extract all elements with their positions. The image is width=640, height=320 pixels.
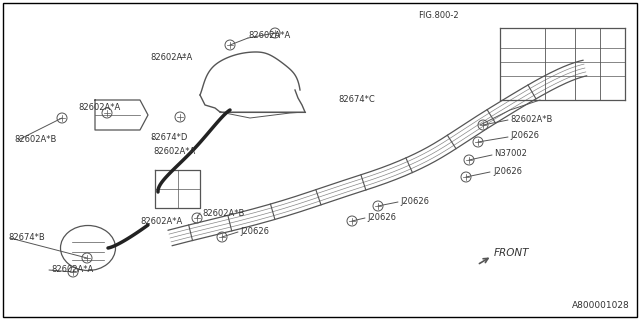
Text: J20626: J20626 (240, 228, 269, 236)
Text: 82602A*B: 82602A*B (14, 135, 56, 145)
Text: 82674*C: 82674*C (338, 95, 375, 105)
Text: 82602A*A: 82602A*A (140, 218, 182, 227)
Text: 82602A*A: 82602A*A (78, 102, 120, 111)
Text: 82602A*A: 82602A*A (51, 266, 93, 275)
Text: 82674*B: 82674*B (8, 234, 45, 243)
Text: 82602A*B: 82602A*B (202, 209, 244, 218)
Text: 82602A*B: 82602A*B (510, 115, 552, 124)
Text: 82602A*A: 82602A*A (153, 148, 195, 156)
Text: FIG.800-2: FIG.800-2 (418, 12, 459, 20)
Text: J20626: J20626 (493, 166, 522, 175)
Text: 82602A*A: 82602A*A (248, 31, 291, 41)
Text: FRONT: FRONT (494, 248, 529, 258)
Text: 82674*D: 82674*D (150, 132, 188, 141)
Text: 82602A*A: 82602A*A (150, 52, 192, 61)
Text: J20626: J20626 (400, 196, 429, 205)
Text: A800001028: A800001028 (572, 301, 630, 310)
Text: N37002: N37002 (494, 149, 527, 158)
Text: J20626: J20626 (367, 213, 396, 222)
Text: J20626: J20626 (510, 132, 539, 140)
